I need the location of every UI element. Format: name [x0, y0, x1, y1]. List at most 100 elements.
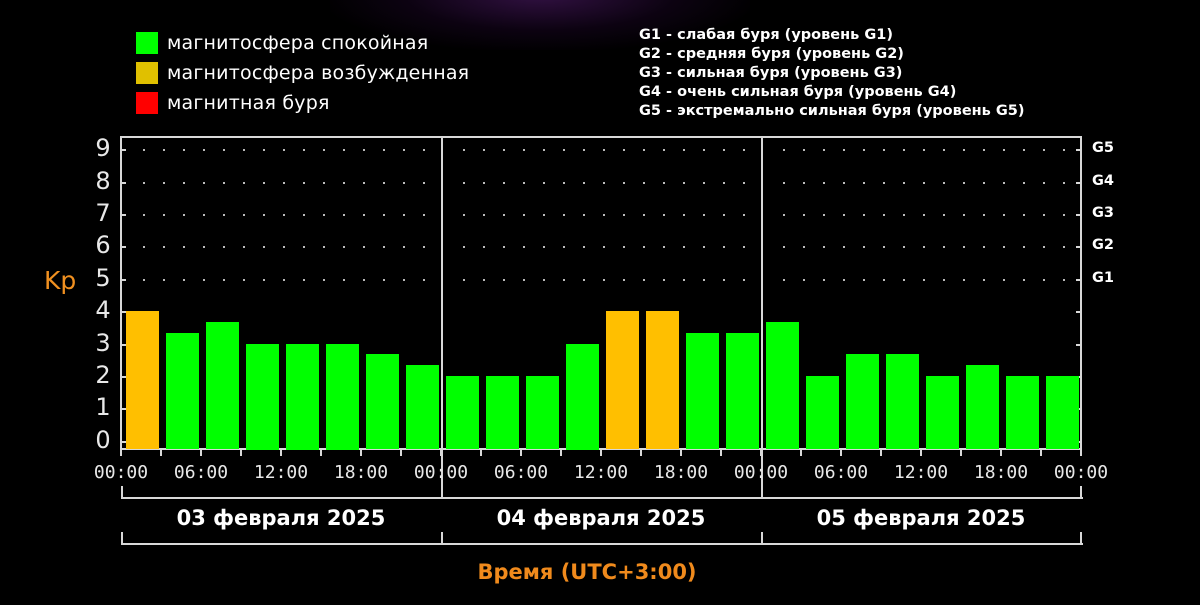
- x-tick: [200, 450, 202, 456]
- grid-dot: [383, 279, 385, 281]
- grid-dot: [363, 182, 365, 184]
- x-tick: [760, 450, 762, 456]
- kp-bar: [886, 354, 919, 449]
- x-tick: [360, 450, 362, 456]
- grid-dot: [903, 149, 905, 151]
- kp-bar: [326, 344, 359, 450]
- grid-dot: [1043, 279, 1045, 281]
- grid-dot: [663, 214, 665, 216]
- grid-dot: [403, 279, 405, 281]
- grid-dot: [883, 279, 885, 281]
- grid-dot: [803, 182, 805, 184]
- kp-bar: [726, 333, 759, 449]
- grid-dot: [163, 182, 165, 184]
- grid-dot: [323, 214, 325, 216]
- grid-dot: [423, 214, 425, 216]
- day-label: 04 февраля 2025: [496, 506, 706, 530]
- grid-dot: [383, 214, 385, 216]
- grid-dot: [543, 279, 545, 281]
- grid-dot: [143, 149, 145, 151]
- y-tick-label: 3: [95, 329, 111, 357]
- x-tick-label: 18:00: [653, 462, 709, 483]
- y-tick: [120, 246, 126, 248]
- grid-dot: [323, 246, 325, 248]
- grid-dot: [203, 149, 205, 151]
- day-label: 05 февраля 2025: [816, 506, 1026, 530]
- grid-dot: [883, 214, 885, 216]
- kp-bar: [166, 333, 199, 449]
- grid-dot: [663, 279, 665, 281]
- grid-dot: [143, 246, 145, 248]
- grid-dot: [483, 214, 485, 216]
- grid-dot: [323, 182, 325, 184]
- y-tick-label: 1: [95, 393, 111, 421]
- kp-bar: [606, 311, 639, 449]
- grid-dot: [943, 149, 945, 151]
- grid-dot: [543, 246, 545, 248]
- x-tick-label: 06:00: [813, 462, 869, 483]
- y-tick-right: [1076, 441, 1082, 443]
- grid-dot: [403, 214, 405, 216]
- x-tick: [400, 450, 402, 456]
- grid-dot: [143, 214, 145, 216]
- grid-dot: [923, 149, 925, 151]
- grid-dot: [1003, 214, 1005, 216]
- y-tick-right: [1076, 376, 1082, 378]
- y-tick: [120, 344, 126, 346]
- grid-dot: [243, 182, 245, 184]
- grid-dot: [303, 149, 305, 151]
- grid-dot: [243, 246, 245, 248]
- grid-dot: [783, 246, 785, 248]
- bracket-tick: [761, 486, 763, 498]
- kp-bar: [246, 344, 279, 450]
- grid-dot: [983, 182, 985, 184]
- grid-dot: [1023, 279, 1025, 281]
- grid-dot: [923, 214, 925, 216]
- grid-dot: [683, 279, 685, 281]
- y-tick: [120, 408, 126, 410]
- grid-dot: [943, 246, 945, 248]
- grid-dot: [303, 279, 305, 281]
- grid-dot: [203, 214, 205, 216]
- grid-dot: [523, 246, 525, 248]
- grid-dot: [683, 149, 685, 151]
- grid-dot: [1063, 149, 1065, 151]
- grid-dot: [303, 246, 305, 248]
- kp-bar: [566, 344, 599, 450]
- grid-dot: [163, 279, 165, 281]
- grid-dot: [783, 149, 785, 151]
- grid-dot: [543, 149, 545, 151]
- storm-level-g2: G2 - средняя буря (уровень G2): [639, 46, 904, 62]
- grid-dot: [823, 149, 825, 151]
- grid-dot: [1043, 246, 1045, 248]
- grid-dot: [523, 279, 525, 281]
- grid-dot: [743, 246, 745, 248]
- grid-dot: [263, 149, 265, 151]
- x-tick: [640, 450, 642, 456]
- grid-dot: [743, 279, 745, 281]
- y-axis-title: Kp: [44, 266, 77, 295]
- grid-dot: [983, 214, 985, 216]
- x-tick-label: 06:00: [173, 462, 229, 483]
- grid-dot: [603, 279, 605, 281]
- y-tick: [120, 214, 126, 216]
- storm-level-g4: G4 - очень сильная буря (уровень G4): [639, 84, 957, 100]
- grid-dot: [803, 279, 805, 281]
- grid-dot: [643, 279, 645, 281]
- grid-dot: [203, 279, 205, 281]
- grid-dot: [803, 214, 805, 216]
- g-level-label: G3: [1092, 205, 1114, 221]
- day-label: 03 февраля 2025: [176, 506, 386, 530]
- grid-dot: [523, 214, 525, 216]
- grid-dot: [723, 279, 725, 281]
- y-tick: [120, 311, 126, 313]
- grid-dot: [423, 149, 425, 151]
- y-tick-right: [1076, 344, 1082, 346]
- day-divider: [761, 136, 763, 498]
- y-tick-label: 9: [95, 134, 111, 162]
- grid-dot: [883, 182, 885, 184]
- g-level-label: G4: [1092, 173, 1114, 189]
- y-tick: [120, 376, 126, 378]
- grid-dot: [783, 182, 785, 184]
- y-tick-label: 0: [95, 426, 111, 454]
